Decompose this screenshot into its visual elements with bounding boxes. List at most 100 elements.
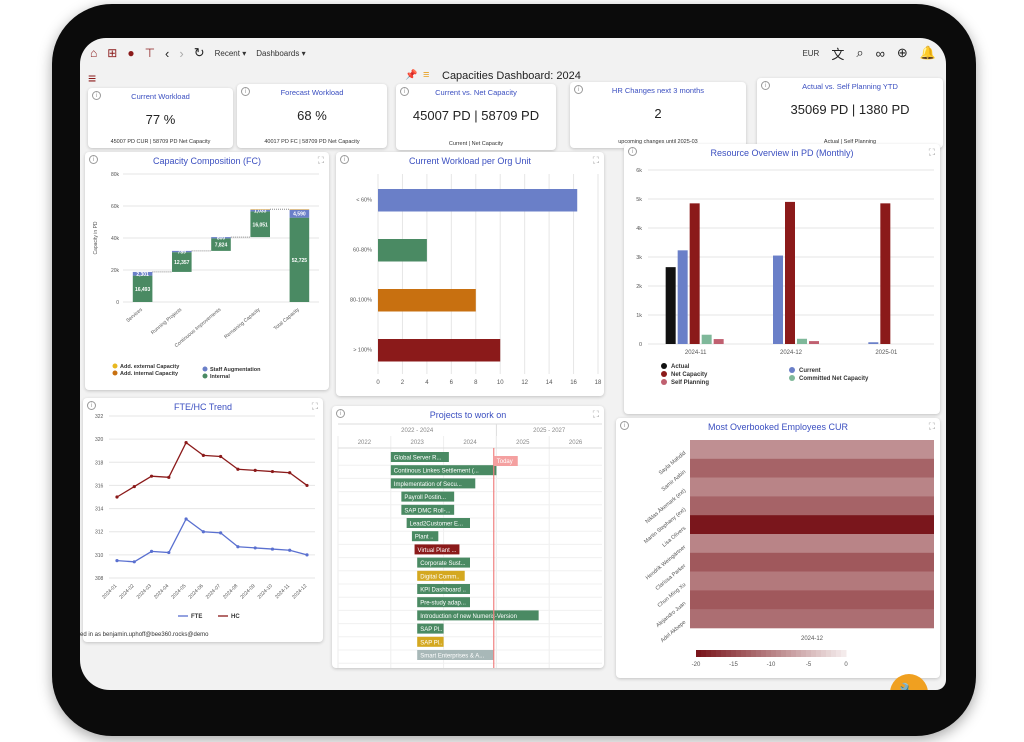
currency-selector[interactable]: EUR: [802, 48, 820, 58]
x-tick-label: 18: [595, 380, 602, 386]
data-label: 800: [217, 236, 226, 242]
workload-org-unit-card: i ⛶ Current Workload per Org Unit 0 2 4 6 8 10…: [336, 152, 604, 396]
x-tick-label: Total Capacity: [273, 307, 301, 332]
kpi-title: Forecast Workload: [280, 88, 344, 97]
refresh-icon[interactable]: ↻: [193, 45, 205, 60]
user-icon[interactable]: ●: [127, 46, 135, 60]
translate-icon[interactable]: 文: [831, 46, 845, 62]
legend-label: Self Planning: [671, 380, 709, 386]
chevron-left-icon[interactable]: ‹: [165, 45, 170, 61]
waterfall-bar-internal: [211, 238, 231, 251]
info-icon[interactable]: i: [336, 409, 345, 418]
info-icon[interactable]: i: [89, 155, 98, 164]
color-scale-step: [696, 650, 702, 657]
color-scale-step: [831, 650, 837, 657]
x-tick-label: 12: [521, 380, 528, 386]
data-label: 4,590: [293, 212, 306, 218]
x-tick-label: 4: [425, 380, 429, 386]
color-scale-step: [716, 650, 722, 657]
kpi-subtitle: upcoming changes until 2025-03: [618, 139, 698, 145]
pin-icon[interactable]: ⊤: [144, 46, 156, 60]
data-point: [270, 469, 275, 474]
bar: [378, 339, 501, 362]
color-scale-step: [816, 650, 822, 657]
globe-icon[interactable]: ⊕: [896, 45, 908, 60]
y-tick-label: 322: [95, 414, 104, 420]
color-scale-step: [771, 650, 777, 657]
y-tick-label: < 60%: [356, 198, 372, 204]
color-scale-step: [806, 650, 812, 657]
x-tick-label: 10: [497, 380, 504, 386]
expand-icon[interactable]: ⛶: [928, 147, 935, 157]
info-icon[interactable]: i: [628, 147, 637, 156]
kpi-card: i Current Workload 77 % 45007 PD CUR | 5…: [88, 88, 233, 148]
home-icon[interactable]: ⌂: [90, 46, 98, 60]
info-icon[interactable]: i: [400, 87, 409, 96]
y-tick-label: 4k: [636, 226, 642, 232]
heatmap-cell: [690, 609, 934, 629]
expand-icon[interactable]: ⛶: [317, 155, 324, 165]
dashboards-dropdown[interactable]: Dashboards ▾: [256, 48, 306, 58]
y-axis-label: Capacity in PD: [93, 221, 99, 254]
project-bar: [417, 584, 470, 594]
waterfall-bar-internal: [132, 275, 153, 302]
project-bar: [390, 465, 497, 476]
pin-dashboard-icon[interactable]: 📌: [405, 70, 418, 81]
data-label: 12,357: [174, 260, 190, 266]
org-chart-icon[interactable]: ⊞: [107, 46, 118, 60]
filter-icon[interactable]: ≡: [423, 69, 430, 81]
recent-dropdown[interactable]: Recent ▾: [214, 48, 247, 58]
x-tick-label: 2024-08: [222, 583, 239, 600]
chevron-right-icon[interactable]: ›: [179, 45, 184, 61]
x-tick-label: 2024-01: [101, 583, 118, 600]
color-scale-label: -15: [729, 662, 738, 668]
info-icon[interactable]: i: [241, 87, 250, 96]
timeline-year-label: 2022: [358, 440, 372, 446]
color-scale-step: [811, 650, 817, 657]
legend-label: Add. internal Capacity: [120, 371, 179, 377]
kpi-card: i Current vs. Net Capacity 45007 PD | 58…: [396, 84, 556, 150]
y-tick-label: 60-80%: [353, 248, 372, 254]
bar: [378, 289, 476, 312]
legend-label: HC: [231, 614, 240, 620]
heatmap-cell: [690, 458, 934, 478]
today-label: Today: [497, 459, 513, 465]
legend-marker: [112, 363, 118, 369]
y-tick-label: 20k: [111, 268, 120, 274]
expand-icon[interactable]: ⛶: [592, 155, 599, 165]
logged-in-footer: ed in as benjamin.uphoff@bee360.rocks@de…: [80, 632, 209, 638]
x-tick-label: 2024-12: [801, 636, 824, 642]
expand-icon[interactable]: ⛶: [311, 401, 318, 411]
x-tick-label: 2024-12: [780, 350, 803, 356]
bar-current: [868, 342, 879, 344]
legend-marker: [789, 367, 795, 373]
info-icon[interactable]: i: [340, 155, 349, 164]
info-icon[interactable]: i: [574, 85, 583, 94]
y-tick-label: 310: [95, 553, 104, 559]
x-tick-label: 2025-01: [875, 350, 898, 356]
bell-icon[interactable]: 🔔: [919, 45, 936, 60]
info-icon[interactable]: i: [620, 421, 629, 430]
legend-label: Staff Augmentation: [210, 367, 261, 373]
info-icon[interactable]: i: [92, 91, 101, 100]
x-tick-label: 2024-12: [291, 583, 308, 600]
recent-label: Recent: [214, 48, 240, 58]
hamburger-menu-icon[interactable]: ≡: [88, 70, 97, 86]
expand-icon[interactable]: ⛶: [928, 421, 935, 431]
expand-icon[interactable]: ⛶: [592, 409, 599, 419]
wrench-button[interactable]: 🔧: [890, 674, 928, 690]
link-icon[interactable]: ∞: [875, 45, 885, 61]
data-point: [184, 441, 188, 445]
legend-label: Internal: [210, 374, 230, 380]
workload-org-unit-chart: 0 2 4 6 8 10 12 14 16 18 < 60% 60-80% 80-100% > 100%: [350, 174, 602, 386]
heatmap-cell: [690, 515, 934, 535]
data-point: [149, 549, 154, 553]
info-icon[interactable]: i: [761, 81, 770, 90]
y-tick-label: > 100%: [353, 348, 372, 354]
search-icon[interactable]: ⌕: [856, 45, 864, 60]
info-icon[interactable]: i: [87, 401, 96, 410]
bar-net-capacity: [880, 203, 891, 344]
color-scale-step: [746, 650, 752, 657]
